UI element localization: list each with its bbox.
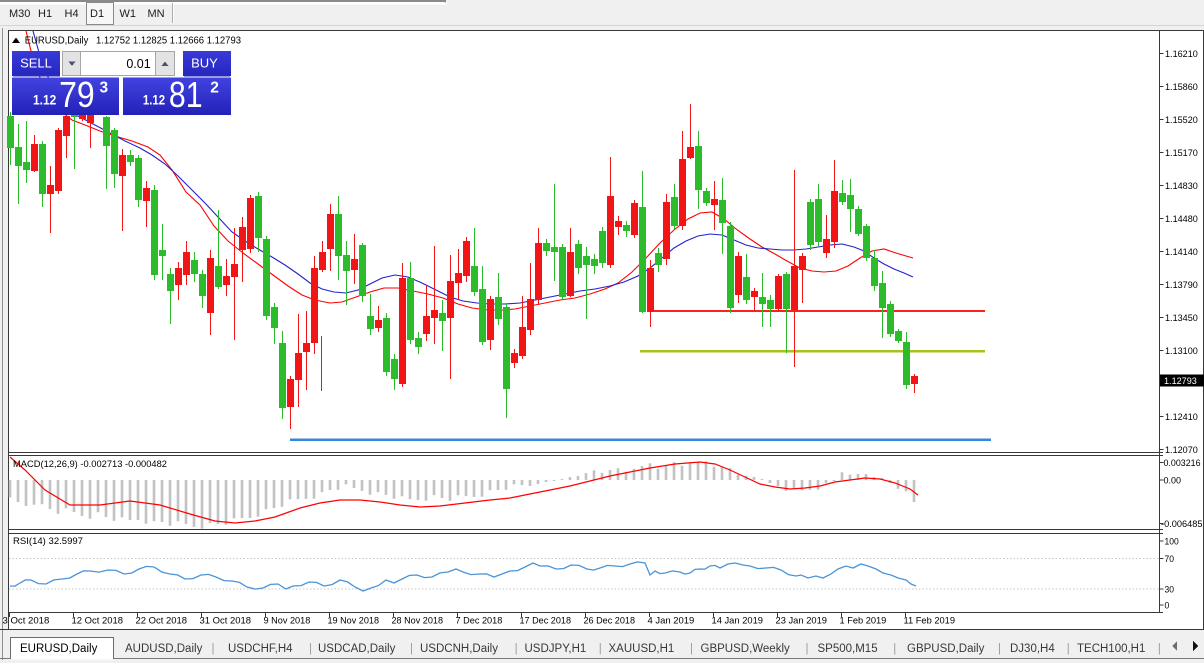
svg-text:|: | bbox=[410, 643, 413, 655]
svg-text:0.00: 0.00 bbox=[1164, 476, 1182, 487]
svg-text:17 Dec 2018: 17 Dec 2018 bbox=[520, 616, 572, 627]
svg-text:1.13450: 1.13450 bbox=[1165, 313, 1198, 324]
svg-text:70: 70 bbox=[1165, 554, 1175, 565]
svg-text:1.12752 1.12825 1.12666 1.1279: 1.12752 1.12825 1.12666 1.12793 bbox=[96, 35, 241, 46]
svg-text:|: | bbox=[690, 643, 693, 655]
svg-text:1.14480: 1.14480 bbox=[1165, 214, 1198, 225]
svg-text:1.13790: 1.13790 bbox=[1165, 280, 1198, 291]
svg-text:BUY: BUY bbox=[191, 56, 218, 71]
svg-text:1.12793: 1.12793 bbox=[1164, 376, 1197, 387]
svg-text:|: | bbox=[1067, 643, 1070, 655]
svg-text:1.15520: 1.15520 bbox=[1165, 115, 1198, 126]
svg-text:|: | bbox=[309, 643, 312, 655]
svg-text:1.12: 1.12 bbox=[143, 92, 165, 107]
svg-text:GBPUSD,Daily: GBPUSD,Daily bbox=[907, 643, 985, 655]
svg-text:-0.006485: -0.006485 bbox=[1161, 519, 1203, 530]
svg-text:1.12070: 1.12070 bbox=[1165, 445, 1198, 456]
svg-text:TECH100,H1: TECH100,H1 bbox=[1077, 643, 1145, 655]
svg-text:|: | bbox=[1158, 643, 1161, 655]
svg-text:EURUSD,Daily: EURUSD,Daily bbox=[20, 643, 98, 655]
svg-text:RSI(14) 32.5997: RSI(14) 32.5997 bbox=[13, 536, 83, 547]
svg-text:79: 79 bbox=[59, 74, 95, 115]
svg-text:1.12410: 1.12410 bbox=[1165, 412, 1198, 423]
svg-text:1 Feb 2019: 1 Feb 2019 bbox=[840, 616, 887, 627]
svg-text:XAUUSD,H1: XAUUSD,H1 bbox=[609, 643, 675, 655]
svg-text:81: 81 bbox=[169, 74, 203, 115]
svg-text:AUDUSD,Daily: AUDUSD,Daily bbox=[125, 643, 203, 655]
svg-text:0.003216: 0.003216 bbox=[1164, 458, 1201, 469]
svg-text:M30: M30 bbox=[9, 8, 30, 20]
svg-text:11 Feb 2019: 11 Feb 2019 bbox=[904, 616, 956, 627]
svg-text:1.16210: 1.16210 bbox=[1165, 49, 1198, 60]
svg-text:W1: W1 bbox=[120, 8, 137, 20]
svg-text:DJ30,H4: DJ30,H4 bbox=[1010, 643, 1055, 655]
svg-text:|: | bbox=[515, 643, 518, 655]
svg-text:MACD(12,26,9) -0.002713 -0.000: MACD(12,26,9) -0.002713 -0.000482 bbox=[13, 459, 167, 470]
svg-text:19 Nov 2018: 19 Nov 2018 bbox=[328, 616, 380, 627]
svg-text:4 Jan 2019: 4 Jan 2019 bbox=[648, 616, 695, 627]
svg-text:9 Nov 2018: 9 Nov 2018 bbox=[264, 616, 311, 627]
svg-text:USDJPY,H1: USDJPY,H1 bbox=[525, 643, 587, 655]
svg-text:H1: H1 bbox=[38, 8, 52, 20]
svg-text:28 Nov 2018: 28 Nov 2018 bbox=[392, 616, 444, 627]
svg-text:SELL: SELL bbox=[20, 56, 52, 71]
svg-text:30: 30 bbox=[1165, 585, 1175, 596]
svg-text:3: 3 bbox=[100, 80, 109, 97]
svg-text:7 Dec 2018: 7 Dec 2018 bbox=[456, 616, 503, 627]
svg-text:|: | bbox=[806, 643, 809, 655]
svg-text:12 Oct 2018: 12 Oct 2018 bbox=[72, 616, 124, 627]
svg-text:100: 100 bbox=[1165, 537, 1179, 548]
svg-text:0.01: 0.01 bbox=[126, 57, 150, 71]
svg-text:MN: MN bbox=[148, 8, 165, 20]
svg-text:0: 0 bbox=[1165, 601, 1170, 612]
svg-text:22 Oct 2018: 22 Oct 2018 bbox=[136, 616, 188, 627]
svg-text:GBPUSD,Weekly: GBPUSD,Weekly bbox=[701, 643, 791, 655]
svg-text:3 Oct 2018: 3 Oct 2018 bbox=[3, 616, 50, 627]
svg-text:|: | bbox=[893, 643, 896, 655]
svg-text:2: 2 bbox=[210, 80, 219, 97]
svg-text:|: | bbox=[998, 643, 1001, 655]
svg-text:1.15170: 1.15170 bbox=[1165, 148, 1198, 159]
svg-text:H4: H4 bbox=[65, 8, 79, 20]
svg-text:26 Dec 2018: 26 Dec 2018 bbox=[584, 616, 636, 627]
svg-text:14 Jan 2019: 14 Jan 2019 bbox=[712, 616, 764, 627]
svg-text:SP500,M15: SP500,M15 bbox=[818, 643, 878, 655]
svg-text:USDCHF,H4: USDCHF,H4 bbox=[228, 643, 293, 655]
svg-text:USDCNH,Daily: USDCNH,Daily bbox=[420, 643, 498, 655]
svg-text:USDCAD,Daily: USDCAD,Daily bbox=[318, 643, 396, 655]
svg-text:1.14830: 1.14830 bbox=[1165, 181, 1198, 192]
svg-text:1.12: 1.12 bbox=[33, 92, 56, 107]
svg-text:1.14140: 1.14140 bbox=[1165, 247, 1198, 258]
svg-text:EURUSD,Daily: EURUSD,Daily bbox=[25, 35, 89, 46]
svg-text:|: | bbox=[599, 643, 602, 655]
svg-text:|: | bbox=[212, 643, 215, 655]
svg-text:D1: D1 bbox=[90, 8, 104, 20]
svg-text:23 Jan 2019: 23 Jan 2019 bbox=[776, 616, 828, 627]
svg-text:1.15860: 1.15860 bbox=[1165, 82, 1198, 93]
svg-text:1.13100: 1.13100 bbox=[1165, 346, 1198, 357]
svg-text:31 Oct 2018: 31 Oct 2018 bbox=[200, 616, 252, 627]
